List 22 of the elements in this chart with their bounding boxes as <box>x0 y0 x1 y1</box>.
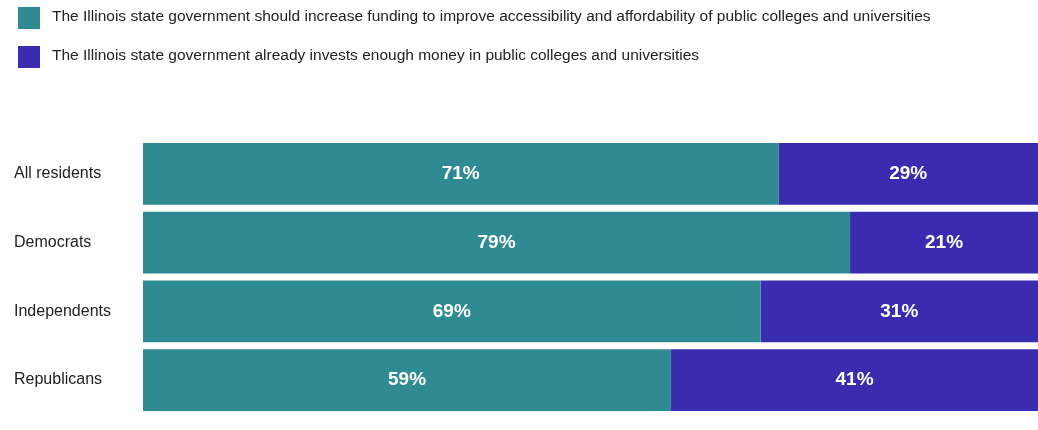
bar <box>671 349 1038 411</box>
data-label: 29% <box>889 162 928 184</box>
legend-label: The Illinois state government should increase funding to improve accessibility and affordability of public colleges and universities <box>52 6 931 25</box>
data-label: 79% <box>477 230 516 252</box>
data-label: 31% <box>880 299 919 321</box>
data-label: 21% <box>925 230 964 252</box>
bar <box>142 211 851 274</box>
bar <box>760 280 1038 343</box>
bar <box>142 143 779 205</box>
data-label: 71% <box>441 162 480 184</box>
legend-label: The Illinois state government already invests enough money in public colleges and universities <box>52 45 700 64</box>
bar <box>142 280 761 343</box>
y-tick-label: Independents <box>14 301 111 319</box>
y-tick-label: Democrats <box>14 233 92 251</box>
data-label: 41% <box>835 368 874 390</box>
bar <box>142 349 672 411</box>
data-label: 69% <box>432 299 471 321</box>
y-tick-label: Republicans <box>14 370 103 388</box>
y-tick-label: All residents <box>14 164 102 182</box>
bar <box>850 211 1038 274</box>
bar <box>778 143 1038 205</box>
data-label: 59% <box>387 368 427 390</box>
